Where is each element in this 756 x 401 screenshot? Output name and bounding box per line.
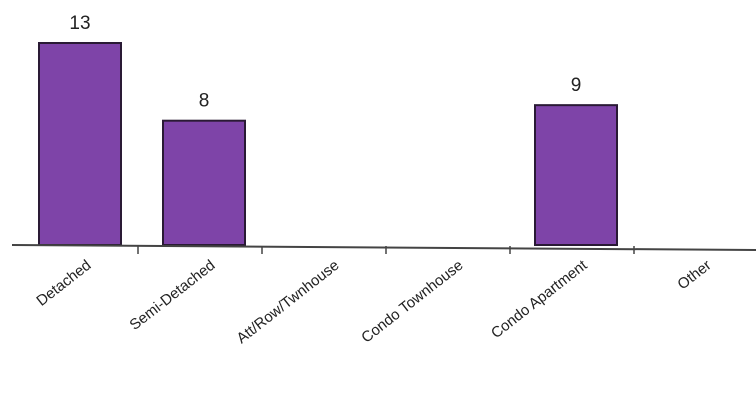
x-tick-label-att-row-twnhouse: Att/Row/Twnhouse [233,257,342,347]
data-label-detached: 13 [69,13,90,34]
bar-semi-detached [162,119,246,246]
x-tick-label-semi-detached: Semi-Detached [127,257,219,334]
data-label-condo-apartment: 9 [571,75,582,96]
data-labels-group: 13 8 9 [69,13,581,112]
x-tick-label-other: Other [674,257,714,293]
x-tick-label-detached: Detached [33,257,94,310]
x-axis-line [11,244,756,251]
x-axis-ticks [137,246,635,254]
bar-detached [38,42,122,246]
data-label-semi-detached: 8 [199,91,210,112]
x-tick-label-condo-apartment: Condo Apartment [488,256,591,342]
x-tick-label-condo-townhouse: Condo Townhouse [358,257,466,347]
x-tick-labels-group: Detached Semi-Detached Att/Row/Twnhouse Con… [33,256,714,347]
bar-condo-apartment [534,104,618,247]
bars-group [38,42,618,247]
